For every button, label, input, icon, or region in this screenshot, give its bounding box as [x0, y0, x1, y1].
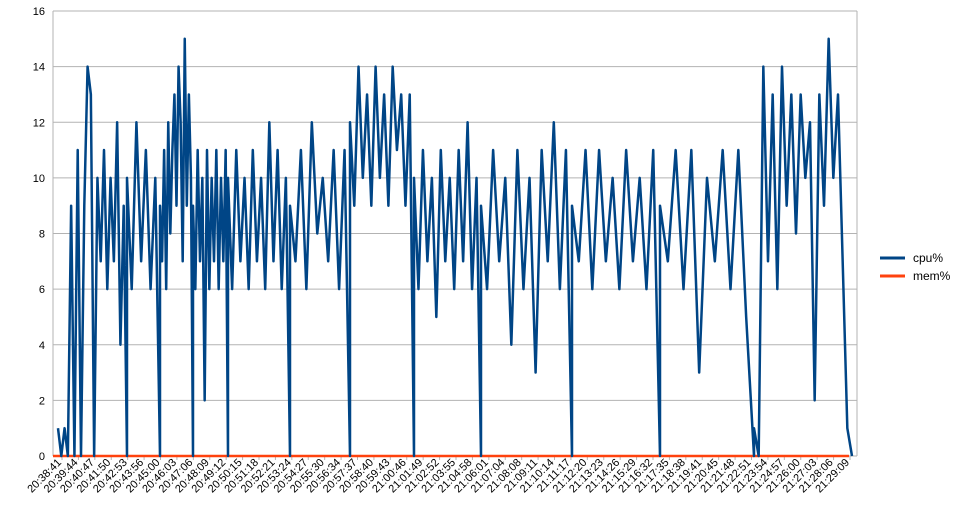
y-tick-label: 10: [33, 173, 45, 185]
y-tick-label: 12: [33, 117, 45, 129]
series-line-cpu: [56, 37, 854, 458]
legend: cpu% mem%: [880, 251, 951, 283]
y-tick-label: 0: [39, 451, 45, 463]
y-tick-labels: 0 2 4 6 8 10 12 14 16: [33, 6, 45, 463]
y-tick-label: 2: [39, 395, 45, 407]
legend-label: mem%: [913, 269, 951, 283]
legend-label: cpu%: [913, 251, 943, 265]
y-tick-label: 6: [39, 284, 45, 296]
y-tick-label: 8: [39, 229, 45, 241]
y-tick-label: 14: [33, 62, 45, 74]
y-tick-label: 16: [33, 6, 45, 18]
series-lines: [53, 37, 854, 458]
y-tick-label: 4: [39, 340, 45, 352]
